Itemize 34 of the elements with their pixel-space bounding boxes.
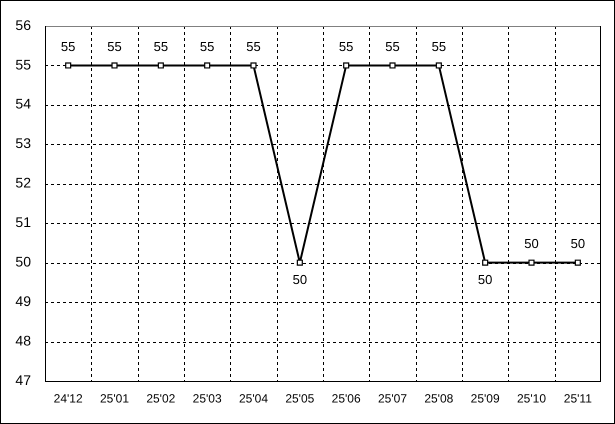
x-tick-label: 25'10 [517, 392, 546, 406]
x-tick-label: 25'03 [192, 392, 222, 406]
data-label: 55 [432, 39, 446, 54]
y-tick-label: 50 [15, 254, 32, 270]
data-label: 55 [107, 39, 122, 54]
x-tick-label: 25'01 [100, 392, 130, 406]
data-label: 55 [338, 39, 354, 54]
y-tick-label: 56 [15, 16, 32, 33]
x-tick-label: 25'06 [332, 392, 361, 406]
data-label: 50 [570, 236, 586, 252]
x-tick-label: 25'07 [378, 392, 408, 406]
y-tick-label: 47 [15, 372, 32, 388]
y-tick-label: 51 [15, 214, 32, 230]
y-tick-label: 48 [15, 332, 32, 348]
x-tick-label: 25'11 [564, 392, 592, 406]
x-tick-label: 24'12 [54, 392, 83, 406]
x-tick-label: 25'04 [239, 392, 268, 406]
data-label: 55 [60, 39, 76, 54]
x-tick-label: 25'08 [424, 392, 454, 406]
y-tick-label: 54 [15, 96, 32, 112]
y-tick-label: 52 [15, 174, 32, 191]
data-label: 50 [478, 272, 492, 288]
data-label: 50 [524, 236, 539, 252]
y-tick-label: 53 [15, 135, 32, 152]
y-tick-label: 55 [15, 56, 32, 72]
x-tick-label: 25'02 [146, 392, 176, 406]
data-label: 55 [246, 39, 261, 54]
data-label: 55 [154, 39, 168, 54]
data-label: 55 [200, 39, 214, 54]
x-tick-label: 25'05 [285, 392, 315, 406]
data-label: 50 [292, 272, 308, 288]
y-tick-label: 49 [15, 292, 32, 309]
x-tick-label: 25'09 [470, 392, 500, 406]
data-label: 55 [385, 39, 400, 54]
